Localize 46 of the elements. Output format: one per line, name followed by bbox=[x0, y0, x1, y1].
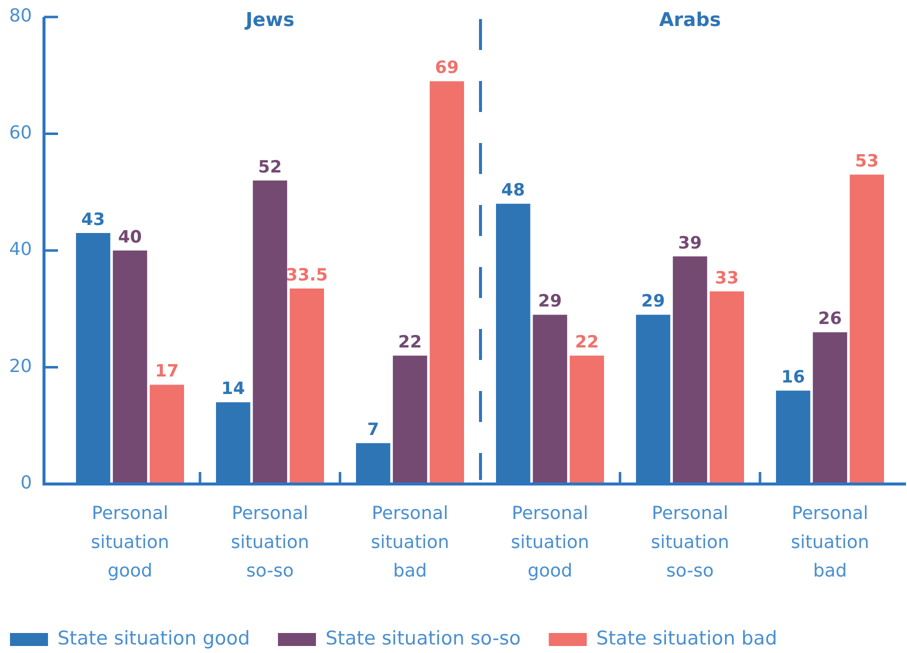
legend-label: State situation bad bbox=[596, 627, 778, 650]
data-label: 14 bbox=[221, 379, 246, 400]
x-tick-label: Personal situation bad bbox=[790, 503, 870, 582]
data-label: 69 bbox=[435, 58, 459, 78]
y-tick-label: 80 bbox=[9, 6, 32, 27]
data-label: 43 bbox=[81, 210, 105, 230]
y-tick-label: 0 bbox=[20, 472, 32, 494]
data-label: 52 bbox=[258, 157, 282, 178]
data-label: 22 bbox=[575, 332, 599, 352]
y-tick-label: 40 bbox=[9, 239, 32, 260]
data-label: 26 bbox=[818, 309, 842, 330]
bar bbox=[812, 332, 848, 484]
bar bbox=[252, 180, 288, 484]
x-tick-label: Personal situation good bbox=[90, 503, 170, 582]
legend-label: State situation good bbox=[58, 627, 250, 650]
data-label: 33.5 bbox=[286, 265, 328, 286]
data-label: 29 bbox=[538, 292, 562, 312]
x-tick-label: Personal situation good bbox=[510, 503, 590, 582]
data-label: 22 bbox=[398, 332, 422, 352]
legend-label: State situation so-so bbox=[325, 627, 521, 650]
data-label: 17 bbox=[155, 362, 179, 382]
x-tick-label: Personal situation so-so bbox=[650, 503, 730, 582]
bar bbox=[570, 356, 604, 484]
y-tick-label: 60 bbox=[9, 122, 32, 144]
data-label: 39 bbox=[678, 233, 702, 254]
bar bbox=[532, 314, 568, 484]
bar bbox=[672, 256, 708, 484]
data-label: 16 bbox=[781, 368, 805, 388]
x-tick-label: Personal situation bad bbox=[370, 503, 450, 582]
bar bbox=[150, 384, 184, 484]
data-label: 33 bbox=[715, 268, 739, 288]
data-label: 48 bbox=[501, 180, 525, 201]
bar bbox=[710, 291, 744, 484]
data-label: 29 bbox=[641, 292, 665, 312]
annotation: Arabs bbox=[659, 8, 721, 31]
bar bbox=[392, 356, 428, 484]
bar bbox=[112, 250, 148, 484]
bar bbox=[290, 288, 324, 484]
data-label: 40 bbox=[118, 227, 142, 248]
bar bbox=[850, 174, 884, 484]
bar bbox=[430, 81, 464, 484]
x-tick-label: Personal situation so-so bbox=[230, 503, 310, 582]
data-label: 53 bbox=[855, 152, 879, 172]
data-label: 7 bbox=[367, 420, 380, 440]
annotation: Jews bbox=[244, 8, 294, 31]
y-tick-label: 20 bbox=[9, 356, 32, 377]
